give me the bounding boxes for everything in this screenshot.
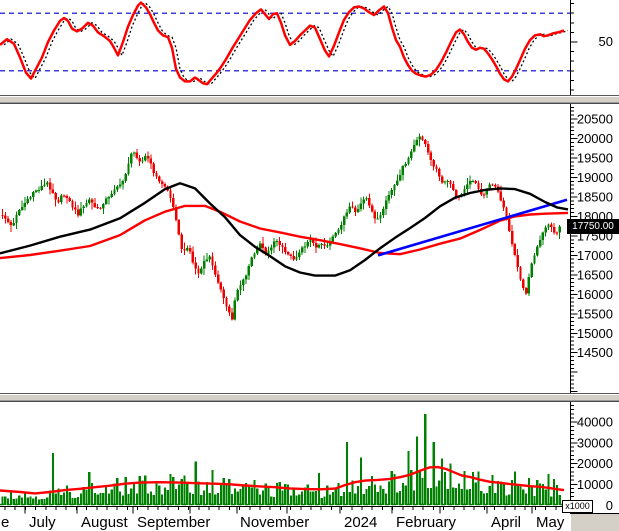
x-axis-month-label: 2024 <box>344 514 377 531</box>
panel-splitter-bottom[interactable] <box>0 393 619 402</box>
x-axis-month-label: e <box>1 514 9 531</box>
time-axis[interactable]: e July August September November 2024 February… <box>1 506 567 531</box>
price-axis-labels: 2050020000195001900018500180001750017000… <box>577 112 613 361</box>
last-price-label: 17750.00 <box>567 219 619 234</box>
volume-axis-labels: 10000 20000 30000 40000 <box>577 415 613 492</box>
axis-tick-label: 20500 <box>577 112 613 127</box>
volume-bars <box>1 413 561 505</box>
candlestick-series <box>1 133 561 321</box>
trendline[interactable] <box>377 198 568 257</box>
axis-corner-filler <box>571 514 619 531</box>
axis-frame[interactable] <box>0 0 619 514</box>
axis-tick-label: 17000 <box>577 248 613 263</box>
axis-tick-label: 30000 <box>577 435 613 450</box>
volume-panel <box>0 413 565 505</box>
volume-ma-line <box>0 465 565 495</box>
axis-tick-label: 16500 <box>577 267 613 282</box>
oscillator-main-line <box>0 1 565 86</box>
x-axis-month-label: February <box>396 514 457 531</box>
volume-zero-label: 0 <box>605 498 613 513</box>
volume-multiplier-label: x1000 <box>562 500 593 513</box>
x-axis-month-label: November <box>240 514 309 531</box>
axis-tick-label: 19000 <box>577 170 613 185</box>
ma-slow-line <box>0 204 569 260</box>
axis-tick-label: 20000 <box>577 456 613 471</box>
axis-tick-label: 15500 <box>577 306 613 321</box>
x-axis-month-label: April <box>491 514 521 531</box>
ma-fast-line <box>0 182 569 277</box>
oscillator-midline-label: 50 <box>598 34 613 49</box>
x-axis-month-label: September <box>137 514 210 531</box>
axis-tick-label: 15000 <box>577 326 613 341</box>
price-panel <box>0 133 569 321</box>
x-axis-month-label: August <box>81 514 129 531</box>
x-axis-month-label: May <box>536 514 565 531</box>
axis-tick-label: 16000 <box>577 287 613 302</box>
axis-tick-label: 10000 <box>577 477 613 492</box>
axis-tick-label: 40000 <box>577 415 613 430</box>
panel-splitter-top[interactable] <box>0 95 619 104</box>
x-axis-month-label: July <box>29 514 56 531</box>
oscillator-panel <box>0 1 570 86</box>
axis-tick-label: 19500 <box>577 151 613 166</box>
axis-tick-label: 14500 <box>577 345 613 360</box>
axis-tick-label: 18500 <box>577 189 613 204</box>
oscillator-signal-line <box>3 1 569 85</box>
axis-tick-label: 20000 <box>577 131 613 146</box>
